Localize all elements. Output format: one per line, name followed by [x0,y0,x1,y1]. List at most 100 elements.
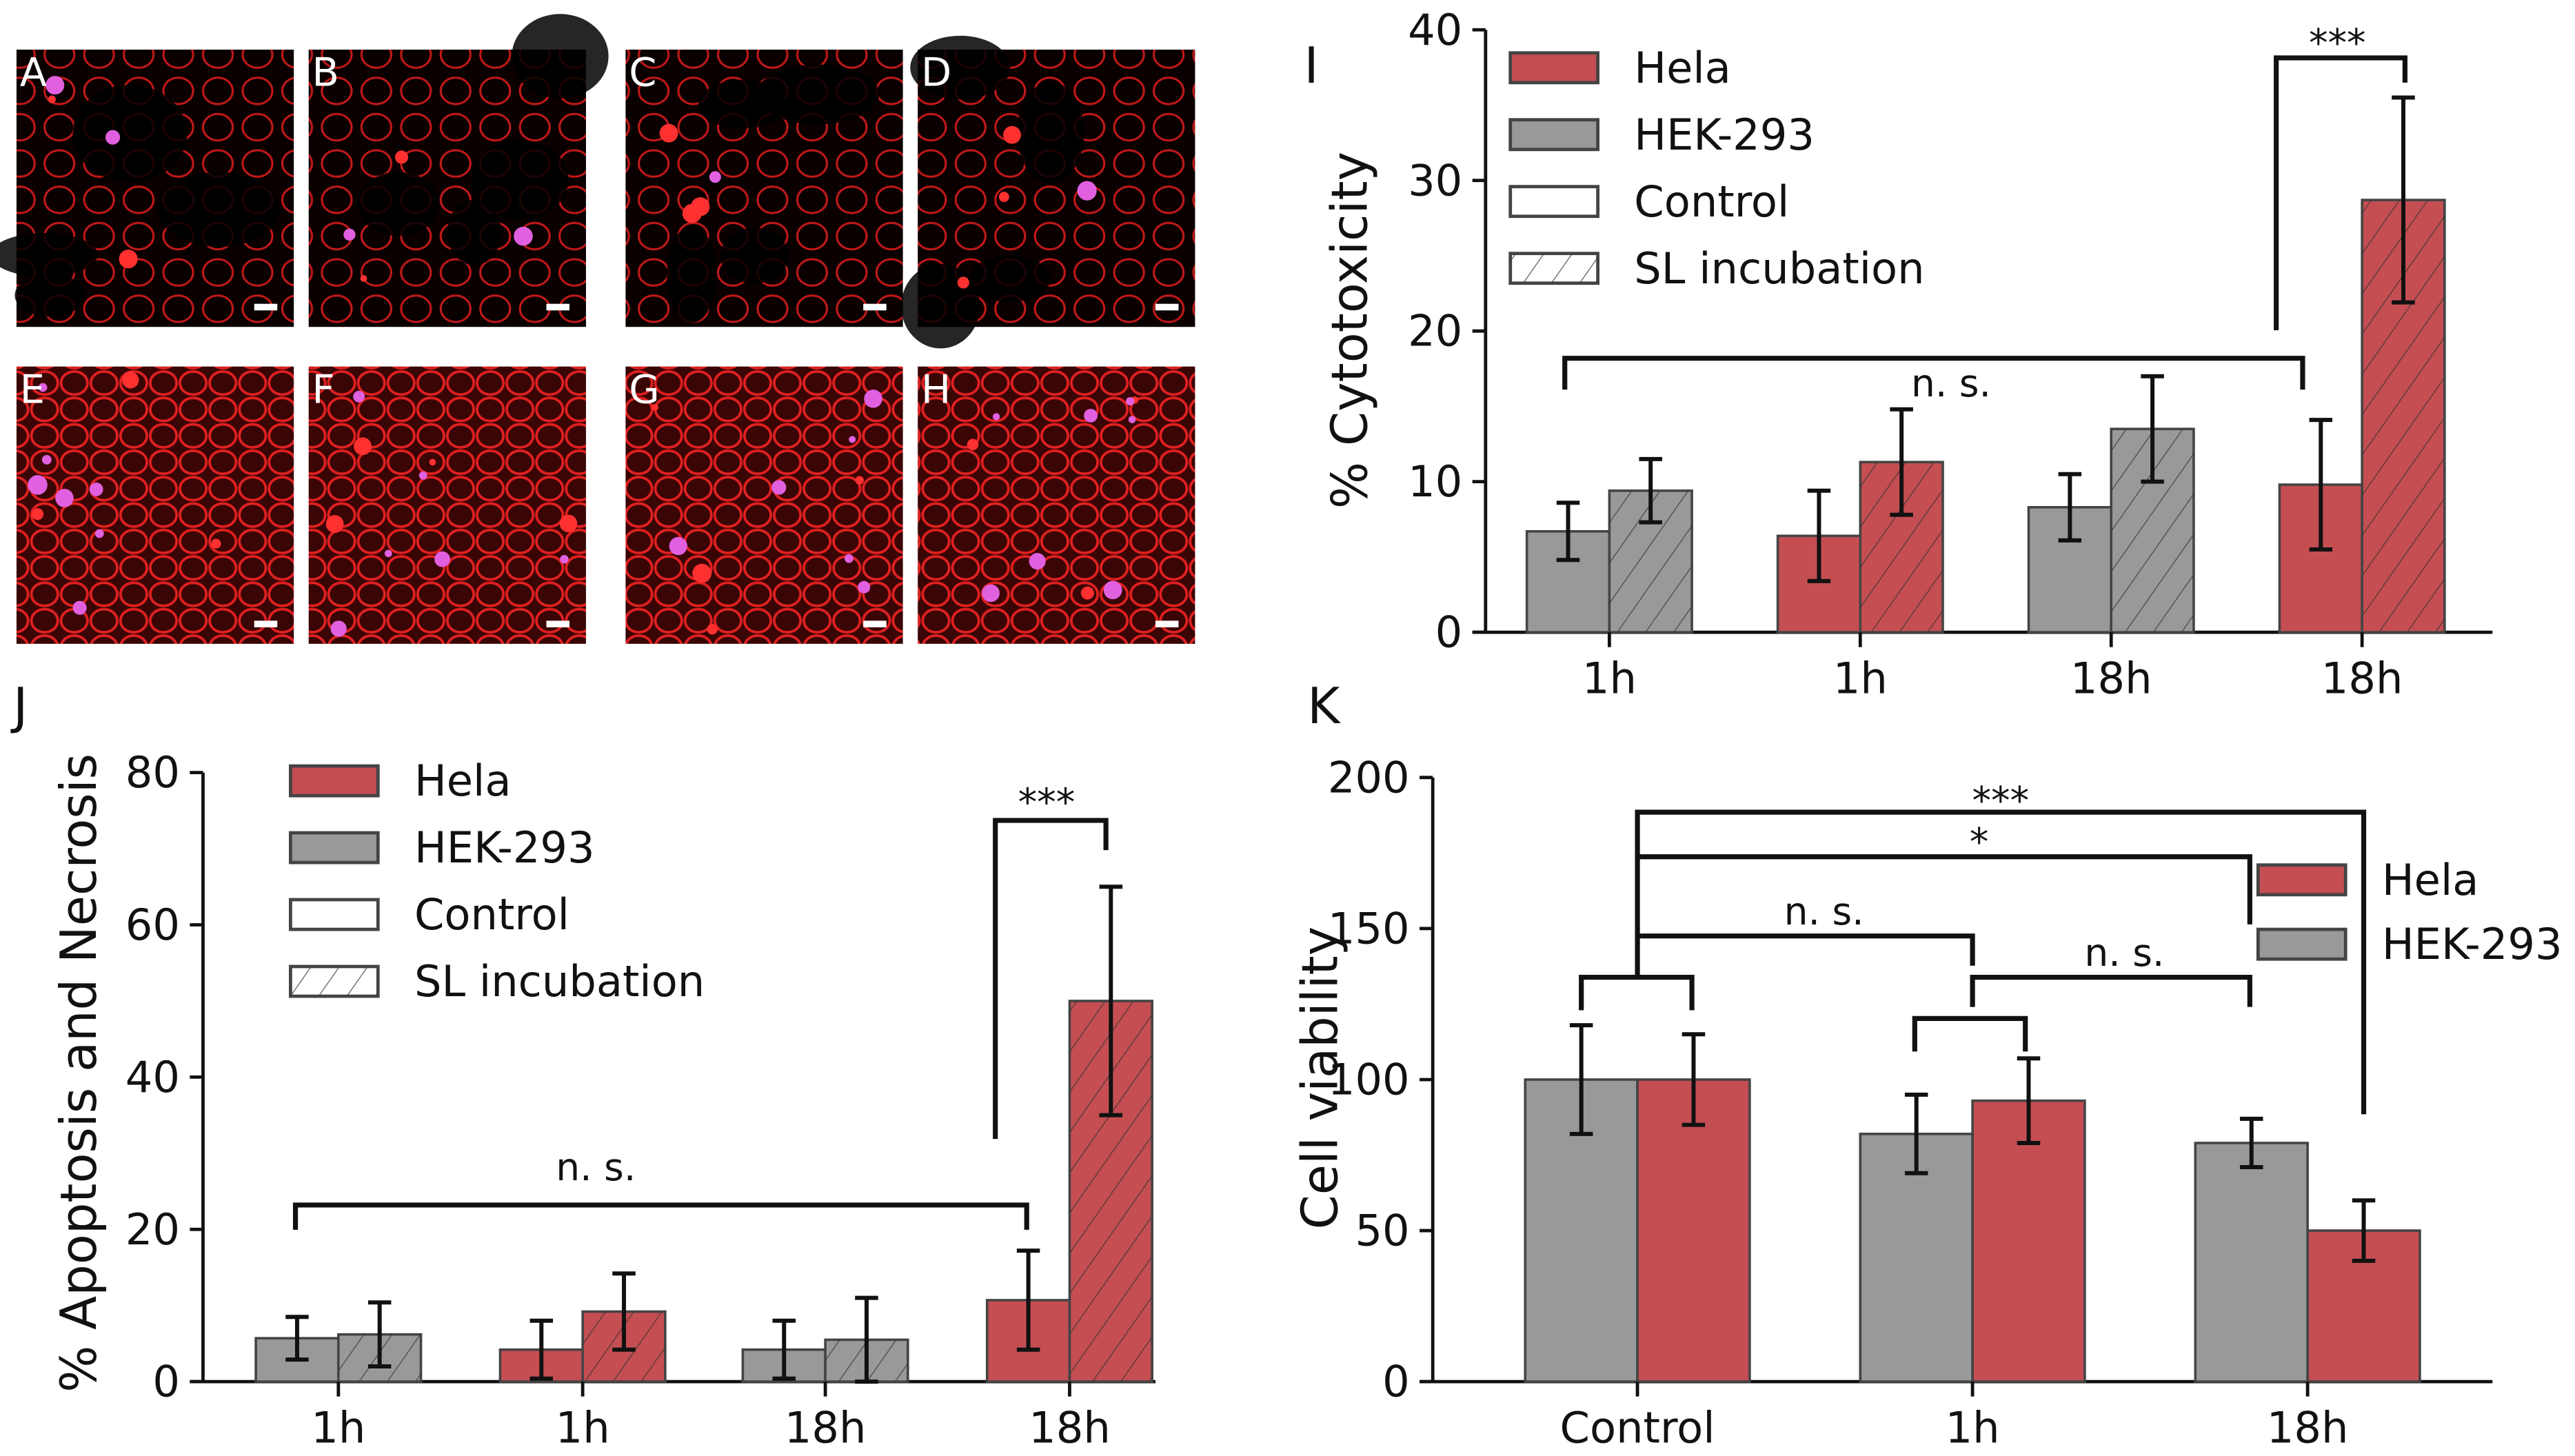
panel-label: D [921,50,951,96]
bright-cell [1103,580,1122,600]
bright-cell [771,480,787,495]
bright-cell [692,563,712,583]
micrograph-e: E [16,366,294,644]
legend-hatch [290,966,378,997]
chart-cell-viability: 0 50 100 150 200 Cell viability K Control 1h 18h H… [1291,677,2562,1453]
bright-cell [957,276,969,289]
y-tick-label: 150 [1328,903,1410,953]
dark-region [698,79,787,129]
bright-cell [354,437,372,456]
bright-cell [967,438,979,451]
dark-region [969,255,1051,303]
bright-cell [325,515,344,533]
panel-letter: K [1307,677,1341,735]
y-tick-label: 20 [1408,306,1462,356]
bar [1971,1099,2086,1383]
bright-cell [682,203,702,223]
x-tick-label: 1h [1946,1403,2000,1453]
x-tick-label: 18h [2321,654,2403,704]
bright-cell [1077,181,1097,201]
y-tick-label: 0 [1382,1357,1410,1407]
bright-cell [1084,408,1098,423]
y-tick-label: 10 [1408,456,1462,507]
scale-bar [863,303,887,311]
panel-label: G [629,366,660,412]
significance-bracket [2274,55,2407,330]
micrograph-h: H [918,366,1195,644]
dark-region [72,85,188,183]
significance-bracket [292,1202,1029,1230]
scale-bar [1155,620,1179,627]
panel-label: A [20,50,47,96]
legend-swatch [1508,51,1600,85]
bright-cell [384,549,392,558]
scale-bar [1155,303,1179,311]
bright-cell [659,123,678,143]
scale-bar [254,620,278,627]
bright-cell [559,514,578,533]
y-tick-label: 20 [125,1204,180,1255]
legend-label: Hela [1634,43,1731,93]
bright-cell [38,383,48,392]
dark-region [157,172,281,247]
bright-cell [858,580,871,594]
significance-label: *** [1018,780,1076,825]
panel-letter: I [1304,37,1318,94]
y-tick-label: 200 [1328,752,1410,802]
bright-cell [94,529,104,538]
significance-label: n. s. [1784,889,1864,933]
y-tick-label: 40 [125,1052,180,1102]
y-axis-title: % Cytotoxicity [1320,152,1378,509]
x-tick-label: 18h [2070,654,2152,704]
bright-cell [122,372,139,389]
significance-bracket [1970,974,2252,1007]
panel-label: E [20,366,45,412]
bright-cell [1126,396,1135,406]
bright-cell [1029,553,1046,570]
y-axis-title: % Apoptosis and Necrosis [50,754,108,1393]
scale-bar [254,303,278,311]
significance-label: *** [1972,779,2030,823]
bright-cell [434,551,450,567]
significance-bracket [1562,356,2305,390]
bright-cell [418,471,427,480]
bright-cell [707,623,718,635]
legend-label: HEK-293 [414,822,595,873]
y-tick-label: 30 [1408,155,1462,205]
panel-label: F [312,366,335,412]
legend-hatch [1510,253,1598,283]
dark-region [910,35,1011,100]
dark-region [901,263,980,349]
y-tick-label: 100 [1328,1055,1410,1105]
x-tick-label: 18h [1029,1403,1111,1453]
bright-cell [992,413,1000,421]
micrograph-g: G [625,366,903,644]
legend-swatch [288,831,380,865]
bright-cell [855,476,864,485]
bright-cell [343,228,356,241]
bright-cell [1128,416,1136,423]
micrograph-image [625,366,903,644]
y-tick-label: 50 [1355,1206,1409,1256]
pair-bracket [1579,974,1695,1011]
bright-cell [864,390,882,408]
bright-cell [360,275,367,282]
bright-cell [89,483,103,496]
x-tick-label: 1h [311,1403,365,1453]
scale-bar [546,303,570,311]
micrograph-a: A [0,50,294,327]
legend-label: SL incubation [414,956,705,1007]
bright-cell [72,600,87,615]
bright-cell [845,554,854,563]
chart-apoptosis-necrosis: 0 20 40 60 80 % Apoptosis and Necrosis J 1h 1h 18… [10,677,1155,1453]
x-tick-label: 18h [785,1403,867,1453]
y-tick-label: 40 [1408,5,1462,55]
bright-cell [394,150,409,164]
bright-cell [330,620,347,637]
legend-swatch [2256,927,2347,961]
legend-label: Hela [2382,855,2479,905]
bright-cell [1080,586,1094,600]
legend-swatch [288,898,380,931]
micrograph-c: C [625,50,903,327]
bright-cell [46,76,65,95]
